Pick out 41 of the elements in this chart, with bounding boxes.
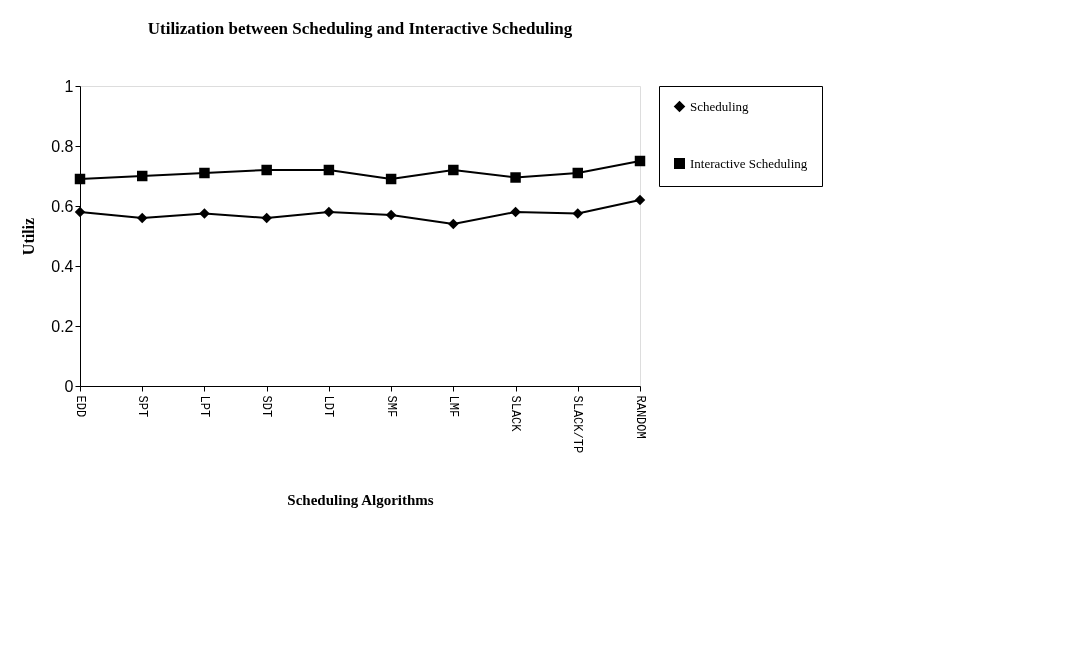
point xyxy=(136,212,148,224)
x-axis-title: Scheduling Algorithms xyxy=(287,492,434,509)
x-tick-label: SLACK xyxy=(508,395,523,433)
point xyxy=(634,194,646,206)
point xyxy=(385,209,397,221)
x-tick-label: SLACK/TP xyxy=(570,395,585,454)
point xyxy=(510,206,521,218)
point xyxy=(510,172,521,183)
chart-title: Utilization between Scheduling and Interactive Scheduling xyxy=(147,19,573,38)
point xyxy=(634,155,646,167)
y-tick-label: 0.6 xyxy=(51,197,74,215)
x-tick-label: SPT xyxy=(134,395,149,418)
x-tick-label: SMF xyxy=(383,395,398,418)
y-tick-label: 0 xyxy=(64,377,74,395)
legend-label: Scheduling xyxy=(690,98,749,114)
x-tick-label: EDD xyxy=(72,395,87,418)
point xyxy=(199,208,210,219)
point xyxy=(261,212,272,224)
point xyxy=(385,173,397,185)
x-tick-label: SDT xyxy=(259,395,274,418)
point xyxy=(199,167,210,179)
y-tick-label: 0.2 xyxy=(51,317,74,335)
point xyxy=(323,164,335,176)
y-tick-label: 1 xyxy=(64,77,74,95)
x-tick-label: RANDOM xyxy=(632,395,647,439)
point xyxy=(572,208,584,219)
y-tick-label: 0.4 xyxy=(51,257,74,275)
point xyxy=(448,164,459,176)
y-tick-label: 0.8 xyxy=(51,137,74,155)
point xyxy=(136,170,148,182)
point xyxy=(74,206,86,218)
point xyxy=(323,206,335,218)
point xyxy=(572,167,584,179)
x-tick-label: LDT xyxy=(321,395,336,418)
point xyxy=(448,218,459,230)
x-tick-label: LPT xyxy=(196,395,211,418)
point xyxy=(261,164,272,176)
y-axis-title: Utiliz xyxy=(20,217,38,256)
x-tick-label: LMF xyxy=(445,395,460,418)
legend-label: Interactive Scheduling xyxy=(690,155,808,171)
point xyxy=(74,173,86,185)
